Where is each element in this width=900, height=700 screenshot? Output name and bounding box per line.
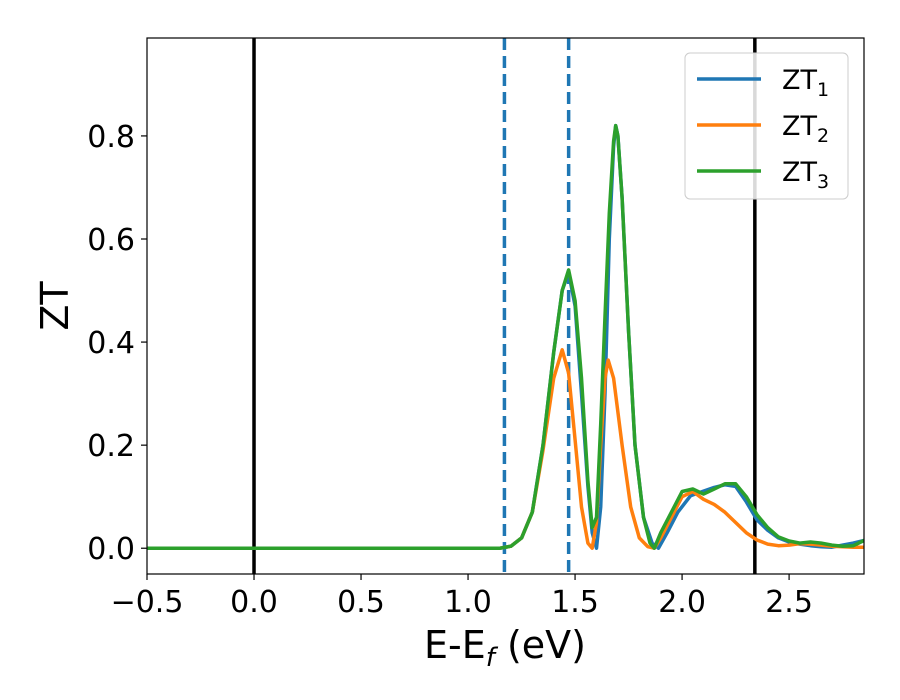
- plot-frame: [146, 37, 865, 575]
- legend: ZT1 ZT2 ZT3: [684, 52, 849, 200]
- legend-label-zt2: ZT2: [782, 111, 829, 147]
- x-tick-label: 0.0: [230, 585, 278, 620]
- y-tick-label: 0.0: [87, 532, 135, 567]
- x-tick-label: −0.5: [111, 585, 184, 620]
- y-axis-label: ZT: [33, 281, 77, 331]
- series-line-zt3: [147, 123, 864, 550]
- x-tick-label: 1.5: [551, 585, 599, 620]
- legend-label-zt1: ZT1: [782, 65, 829, 101]
- x-axis: −0.5 0.0 0.5 1.0 1.5 2.0 2.5: [111, 574, 813, 620]
- series-line-zt2: [147, 348, 864, 550]
- y-tick-label: 0.4: [87, 326, 135, 361]
- legend-label-zt3: ZT3: [782, 157, 829, 193]
- x-tick-label: 2.0: [658, 585, 706, 620]
- x-axis-label: E-Ef (eV): [424, 623, 586, 673]
- y-tick-label: 0.8: [87, 120, 135, 155]
- y-tick-label: 0.2: [87, 429, 135, 464]
- series-layer: [147, 123, 864, 550]
- legend-box: [684, 52, 849, 200]
- x-tick-label: 1.0: [444, 585, 492, 620]
- x-tick-label: 2.5: [765, 585, 813, 620]
- y-axis: 0.0 0.2 0.4 0.6 0.8: [87, 120, 147, 567]
- y-tick-label: 0.6: [87, 223, 135, 258]
- x-tick-label: 0.5: [337, 585, 385, 620]
